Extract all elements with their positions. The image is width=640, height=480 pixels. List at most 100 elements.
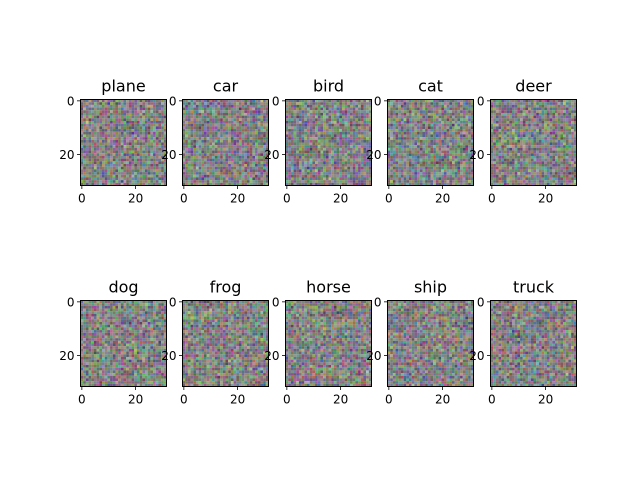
image-pixel — [336, 180, 340, 183]
image-pixel — [285, 169, 289, 173]
image-pixel — [236, 123, 239, 127]
image-pixel — [83, 137, 86, 140]
image-pixel — [366, 155, 369, 159]
image-pixel — [563, 110, 566, 113]
image-pixel — [409, 107, 412, 111]
image-pixel — [195, 150, 199, 154]
image-pixel — [490, 161, 494, 165]
image-pixel — [209, 123, 213, 127]
image-pixel — [358, 126, 361, 130]
image-pixel — [520, 129, 523, 132]
image-pixel — [145, 131, 148, 135]
image-pixel — [236, 164, 239, 167]
image-pixel — [419, 180, 423, 183]
image-pixel — [563, 150, 566, 154]
image-pixel — [339, 172, 342, 175]
image-pixel — [363, 121, 367, 124]
image-pixel — [241, 147, 245, 151]
image-pixel — [206, 153, 210, 156]
image-pixel — [390, 142, 393, 146]
image-pixel — [102, 150, 105, 154]
image-pixel — [201, 121, 205, 124]
image-pixel — [307, 142, 310, 146]
image-pixel — [320, 139, 324, 143]
image-pixel — [118, 166, 121, 170]
image-pixel — [409, 182, 412, 186]
image-pixel — [320, 134, 324, 138]
image-pixel — [312, 145, 316, 148]
image-pixel — [233, 150, 237, 154]
image-pixel — [406, 150, 410, 154]
image-pixel — [446, 153, 450, 156]
image-pixel — [128, 142, 132, 146]
image-pixel — [201, 126, 205, 130]
image-pixel — [355, 139, 359, 143]
image-pixel — [449, 107, 453, 111]
image-pixel — [573, 147, 577, 151]
image-pixel — [315, 139, 318, 143]
image-pixel — [131, 164, 135, 167]
image-pixel — [460, 147, 463, 151]
image-pixel — [312, 126, 316, 130]
image-pixel — [290, 164, 294, 167]
image-pixel — [309, 126, 313, 130]
image-pixel — [398, 126, 401, 130]
image-pixel — [506, 107, 510, 111]
image-pixel — [145, 112, 148, 116]
image-pixel — [265, 158, 269, 162]
image-pixel — [520, 153, 523, 156]
image-pixel — [533, 145, 537, 148]
image-pixel — [161, 102, 164, 105]
image-pixel — [549, 166, 553, 170]
image-pixel — [449, 126, 453, 130]
image-pixel — [387, 121, 391, 124]
image-pixel — [99, 99, 103, 103]
image-pixel — [414, 161, 418, 165]
image-pixel — [296, 153, 299, 156]
image-pixel — [392, 99, 396, 103]
image-pixel — [331, 126, 334, 130]
image-pixel — [249, 110, 253, 113]
image-pixel — [446, 147, 450, 151]
image-pixel — [419, 123, 423, 127]
image-pixel — [195, 129, 199, 132]
image-pixel — [298, 107, 302, 111]
image-pixel — [544, 118, 547, 122]
image-pixel — [452, 134, 455, 138]
image-pixel — [285, 172, 289, 175]
image-pixel — [350, 172, 353, 175]
image-pixel — [212, 115, 215, 119]
image-pixel — [333, 150, 337, 154]
image-pixel — [533, 99, 537, 103]
image-pixel — [358, 104, 361, 108]
image-pixel — [368, 180, 372, 183]
image-pixel — [323, 129, 326, 132]
image-pixel — [350, 110, 353, 113]
image-pixel — [134, 145, 137, 148]
image-pixel — [104, 139, 108, 143]
image-pixel — [96, 129, 100, 132]
image-pixel — [430, 177, 434, 181]
image-pixel — [427, 123, 431, 127]
image-pixel — [285, 129, 289, 132]
image-pixel — [449, 102, 453, 105]
image-pixel — [390, 153, 393, 156]
image-pixel — [217, 182, 221, 186]
image-pixel — [163, 142, 167, 146]
image-pixel — [307, 104, 310, 108]
image-pixel — [102, 153, 105, 156]
image-pixel — [198, 166, 202, 170]
image-pixel — [228, 153, 231, 156]
image-pixel — [315, 166, 318, 170]
image-pixel — [145, 126, 148, 130]
image-pixel — [495, 118, 499, 122]
image-pixel — [352, 145, 356, 148]
image-pixel — [255, 112, 258, 116]
image-pixel — [493, 126, 496, 130]
image-pixel — [307, 126, 310, 130]
image-pixel — [236, 129, 239, 132]
image-pixel — [425, 121, 428, 124]
image-pixel — [443, 158, 447, 162]
